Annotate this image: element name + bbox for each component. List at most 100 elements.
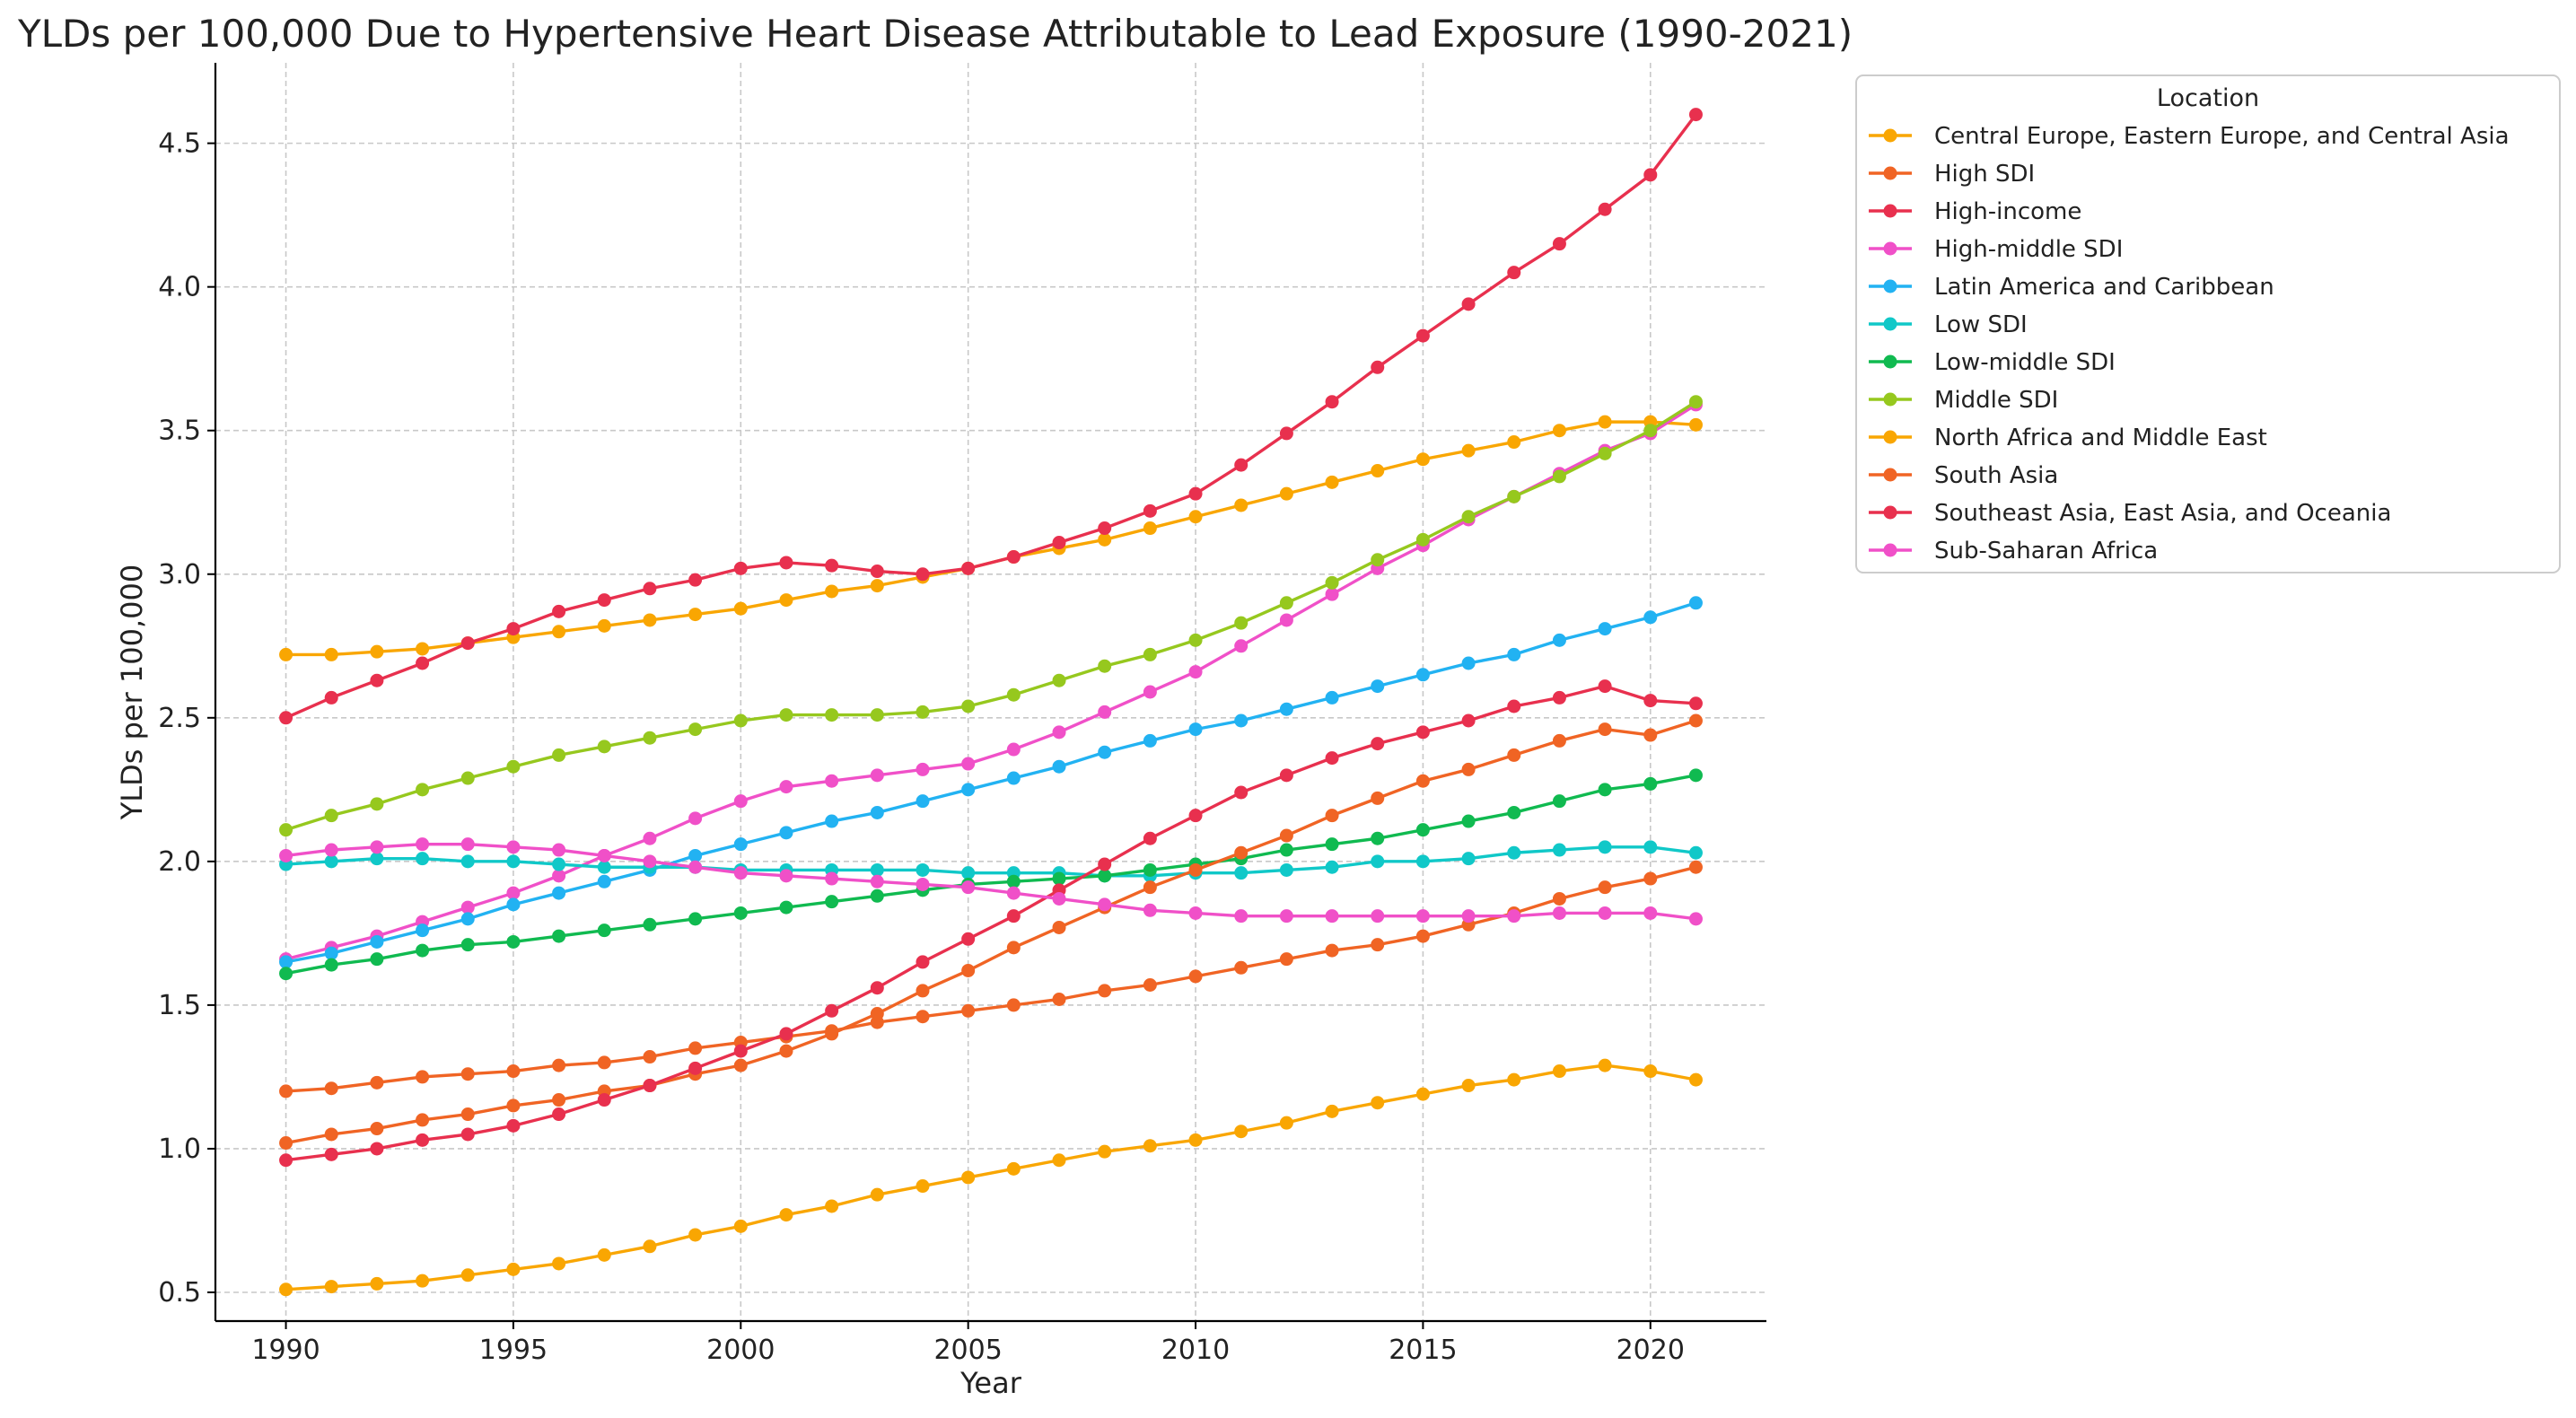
series-high-income [279,108,1703,725]
y-tick-label: 0.5 [158,1277,201,1309]
data-point [961,963,976,977]
data-point [1461,1079,1476,1093]
legend-swatch-marker [1883,279,1897,293]
series-low-middle-sdi [279,768,1703,981]
data-point [688,860,703,874]
data-point [597,1093,611,1107]
chart-title: YLDs per 100,000 Due to Hypertensive Hea… [17,12,1853,56]
data-point [279,1282,294,1297]
legend-label: Low-middle SDI [1934,349,2116,376]
data-point [1188,486,1203,501]
data-point [1279,702,1293,716]
series-line-south-asia [285,719,1696,1145]
data-point [597,860,611,874]
data-point [1234,713,1249,728]
data-point [1143,647,1157,661]
data-point [416,923,430,938]
data-point [1552,906,1566,920]
series-sub-saharan-africa [279,837,1703,926]
y-tick-label: 4.5 [158,128,201,160]
legend-swatch-marker [1883,392,1897,407]
legend-box [1855,74,2561,573]
data-point [324,690,338,705]
legend-item: South Asia [1869,462,2058,489]
data-point [1325,837,1339,852]
series-line-latin-america-and-caribbean [285,601,1696,964]
data-point [1098,1144,1112,1159]
data-point [1279,843,1293,857]
data-point [1325,475,1339,489]
legend-item: Sub-Saharan Africa [1869,538,2158,565]
data-point [1098,705,1112,719]
data-point [1371,553,1385,567]
data-point [1279,486,1293,501]
series-north-africa-and-middle-east [279,1058,1703,1297]
data-point [1507,805,1521,819]
data-point [733,1219,748,1233]
data-point [1598,880,1612,895]
data-point [416,1070,430,1084]
data-point [416,943,430,958]
data-point [370,644,384,659]
data-point [1234,909,1249,923]
data-point [1507,1072,1521,1087]
series-middle-sdi [279,395,1703,837]
data-point [1143,685,1157,699]
data-point [1552,843,1566,857]
data-point [733,866,748,880]
data-point [916,984,930,998]
data-point [779,869,793,883]
data-point [1688,912,1703,926]
data-point [779,900,793,915]
data-point [1552,424,1566,438]
x-axis-title: Year [959,1366,1022,1400]
legend-item: Central Europe, Eastern Europe, and Cent… [1869,123,2510,150]
data-point [1188,1133,1203,1147]
data-point [1052,536,1066,550]
data-point [1461,852,1476,866]
data-point [916,862,930,877]
data-point [324,647,338,661]
data-point [961,699,976,713]
series-line-low-middle-sdi [285,774,1696,976]
data-point [733,1058,748,1072]
series-group [279,108,1703,1297]
data-point [1688,1072,1703,1087]
data-point [370,852,384,866]
data-point [1415,823,1430,837]
data-point [1143,862,1157,877]
legend-swatch-marker [1883,241,1897,256]
data-point [324,843,338,857]
data-point [643,831,657,845]
data-point [1006,550,1021,565]
data-point [1371,909,1385,923]
data-point [1643,871,1658,886]
data-point [688,912,703,926]
data-point [779,1208,793,1222]
data-point [1234,845,1249,860]
data-point [1006,1161,1021,1176]
data-point [870,708,884,722]
data-point [1643,694,1658,708]
legend-label: Low SDI [1934,311,2028,338]
legend-swatch-marker [1883,430,1897,444]
data-point [1461,909,1476,923]
data-point [1279,426,1293,441]
data-point [1188,906,1203,920]
data-point [552,1107,566,1122]
data-point [1643,728,1658,742]
data-point [1552,1064,1566,1079]
legend-swatch-marker [1883,128,1897,143]
data-point [1371,737,1385,751]
legend-swatch-marker [1883,317,1897,331]
legend-label: High-income [1934,198,2081,225]
data-point [1325,1104,1339,1118]
data-point [1052,673,1066,687]
data-point [460,636,475,651]
data-point [1006,909,1021,923]
data-point [552,929,566,943]
data-point [597,1055,611,1070]
x-tick-label: 1990 [251,1335,320,1366]
data-point [1143,831,1157,845]
